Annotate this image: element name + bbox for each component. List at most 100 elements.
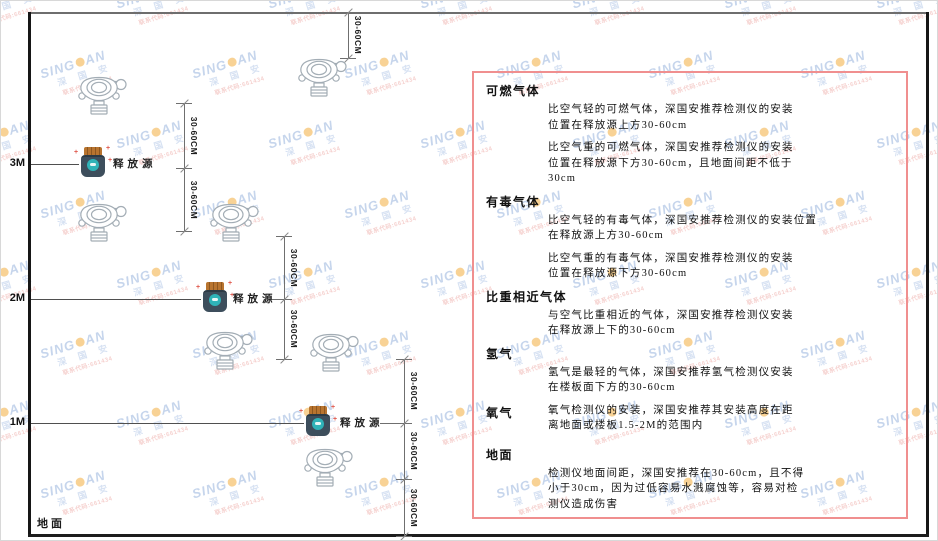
guideline-section-body: 氧气检测仪的安装，深国安推荐其安装高度在距 离地面或楼板1.5-2M的范围内 bbox=[486, 403, 894, 434]
detector-drawing bbox=[204, 331, 253, 370]
detector-neck bbox=[93, 227, 105, 233]
dimension-label: 30-60CM bbox=[409, 431, 419, 471]
source-lid bbox=[84, 147, 102, 155]
dimension-label: 30-60CM bbox=[353, 15, 363, 55]
guideline-section-heading: 比重相近气体 bbox=[486, 289, 568, 304]
dimension-label: 30-60CM bbox=[189, 116, 199, 155]
gas-detector-icon bbox=[201, 328, 253, 370]
guideline-section-heading: 有毒气体 bbox=[486, 194, 541, 209]
guideline-section: 地面 检测仪地面间距，深国安推荐在30-60cm，且不得 小于30cm，因为过低… bbox=[486, 447, 894, 513]
detector-drawing bbox=[304, 448, 353, 487]
guideline-section-body: 氢气是最轻的气体，深国安推荐氢气检测仪安装 在楼板面下方的30-60cm bbox=[486, 365, 894, 396]
detector-neck bbox=[319, 472, 331, 478]
level-line bbox=[31, 423, 304, 424]
spark-icon: + bbox=[333, 416, 338, 423]
guideline-paragraph: 检测仪地面间距，深国安推荐在30-60cm，且不得 小于30cm，因为过低容易水… bbox=[548, 467, 805, 510]
level-label: 3M bbox=[9, 157, 25, 169]
source-badge-icon bbox=[312, 418, 324, 430]
ceiling-line bbox=[28, 12, 929, 14]
guidelines-panel: 可燃气体 比空气轻的可燃气体，深国安推荐检测仪的安装 位置在释放源上方30-60… bbox=[472, 71, 908, 519]
guideline-section: 有毒气体 比空气轻的有毒气体，深国安推荐检测仪的安装位置 在释放源上方30-60… bbox=[486, 194, 894, 282]
dimension-label: 30-60CM bbox=[189, 180, 199, 219]
detector-sensor-grill bbox=[316, 476, 334, 487]
release-source-label: 释放源 bbox=[113, 159, 157, 170]
source-badge-icon bbox=[209, 294, 221, 306]
guideline-section-body: 检测仪地面间距，深国安推荐在30-60cm，且不得 小于30cm，因为过低容易水… bbox=[486, 466, 894, 513]
connector-line bbox=[269, 299, 284, 300]
guideline-paragraph: 与空气比重相近的气体，深国安推荐检测仪安装 在释放源上下的30-60cm bbox=[548, 309, 794, 337]
guideline-section-heading: 氧气 bbox=[486, 405, 514, 420]
detector-drawing bbox=[78, 76, 127, 115]
guideline-paragraph: 氢气是最轻的气体，深国安推荐氢气检测仪安装 在楼板面下方的30-60cm bbox=[548, 366, 794, 394]
dimension-line bbox=[348, 12, 349, 58]
detector-drawing bbox=[78, 203, 127, 242]
release-source-label: 释放源 bbox=[340, 418, 384, 429]
guideline-section: 氧气 氧气检测仪的安装，深国安推荐其安装高度在距 离地面或楼板1.5-2M的范围… bbox=[486, 403, 894, 434]
spark-icon: + bbox=[196, 284, 201, 291]
detector-window-inner bbox=[216, 336, 234, 349]
release-source-icon: + + + bbox=[74, 145, 112, 179]
source-lid bbox=[206, 282, 224, 290]
guideline-section: 比重相近气体 与空气比重相近的气体，深国安推荐检测仪安装 在释放源上下的30-6… bbox=[486, 289, 894, 339]
dimension-label: 30-60CM bbox=[289, 309, 299, 349]
gas-detector-icon bbox=[301, 445, 353, 487]
detector-window-inner bbox=[310, 63, 328, 76]
detector-drawing bbox=[298, 58, 347, 97]
detector-drawing bbox=[310, 333, 359, 372]
level-label: 2M bbox=[9, 292, 25, 304]
detector-window-inner bbox=[90, 81, 108, 94]
guideline-section-body: 与空气比重相近的气体，深国安推荐检测仪安装 在释放源上下的30-60cm bbox=[486, 308, 894, 339]
detector-neck bbox=[219, 355, 231, 361]
guideline-section-body: 比空气轻的有毒气体，深国安推荐检测仪的安装位置 在释放源上方30-60cm 比空气… bbox=[486, 213, 894, 282]
guideline-section: 氢气 氢气是最轻的气体，深国安推荐氢气检测仪安装 在楼板面下方的30-60cm bbox=[486, 346, 894, 396]
spark-icon: + bbox=[108, 157, 113, 164]
gas-detector-icon bbox=[75, 73, 127, 115]
release-source-label: 释放源 bbox=[233, 294, 277, 305]
connector-line bbox=[380, 423, 404, 424]
guideline-paragraph: 比空气重的可燃气体，深国安推荐检测仪的安装 位置在释放源下方30-60cm，且地… bbox=[548, 142, 794, 184]
gas-detector-icon bbox=[307, 330, 359, 372]
spark-icon: + bbox=[230, 292, 235, 299]
release-source-icon: + + + bbox=[299, 404, 337, 438]
detector-sensor-grill bbox=[90, 104, 108, 115]
right-wall-line bbox=[926, 12, 929, 537]
ground-label: 地面 bbox=[37, 518, 65, 530]
detector-sensor-grill bbox=[322, 361, 340, 372]
dimension-label: 30-60CM bbox=[409, 371, 419, 411]
spark-icon: + bbox=[299, 408, 304, 415]
level-label: 1M bbox=[9, 416, 25, 428]
level-line bbox=[31, 164, 79, 165]
detector-window-inner bbox=[90, 208, 108, 221]
guideline-paragraph: 比空气轻的有毒气体，深国安推荐检测仪的安装位置 在释放源上方30-60cm bbox=[548, 214, 818, 242]
detector-neck bbox=[225, 227, 237, 233]
dimension-label: 30-60CM bbox=[409, 488, 419, 527]
dimension-line bbox=[404, 359, 405, 536]
level-line bbox=[31, 299, 201, 300]
gas-detector-icon bbox=[75, 200, 127, 242]
guideline-paragraph: 比空气重的有毒气体，深国安推荐检测仪的安装 位置在释放源下方30-60cm bbox=[548, 252, 794, 280]
spark-icon: + bbox=[74, 149, 79, 156]
detector-sensor-grill bbox=[222, 231, 240, 242]
source-lid bbox=[309, 406, 327, 414]
left-wall-line bbox=[28, 12, 31, 537]
detector-sensor-grill bbox=[216, 359, 234, 370]
detector-window-inner bbox=[322, 338, 340, 351]
detector-sensor-grill bbox=[310, 86, 328, 97]
guideline-section: 可燃气体 比空气轻的可燃气体，深国安推荐检测仪的安装 位置在释放源上方30-60… bbox=[486, 83, 894, 187]
gas-detector-icon bbox=[207, 200, 259, 242]
guideline-paragraph: 比空气轻的可燃气体，深国安推荐检测仪的安装 位置在释放源上方30-60cm bbox=[548, 104, 794, 131]
guideline-section-heading: 可燃气体 bbox=[486, 84, 541, 98]
dimension-label: 30-60CM bbox=[289, 248, 299, 287]
detector-sensor-grill bbox=[90, 231, 108, 242]
detector-window-inner bbox=[222, 208, 240, 221]
source-badge-icon bbox=[87, 159, 99, 171]
guideline-section-heading: 地面 bbox=[486, 447, 514, 462]
detector-neck bbox=[325, 357, 337, 363]
spark-icon: + bbox=[106, 145, 111, 152]
guideline-section-heading: 氢气 bbox=[486, 346, 514, 361]
guideline-paragraph: 氧气检测仪的安装，深国安推荐其安装高度在距 离地面或楼板1.5-2M的范围内 bbox=[548, 404, 794, 432]
guidelines-sections: 可燃气体 比空气轻的可燃气体，深国安推荐检测仪的安装 位置在释放源上方30-60… bbox=[486, 83, 894, 512]
ground-line bbox=[28, 534, 929, 537]
release-source-icon: + + + bbox=[196, 280, 234, 314]
